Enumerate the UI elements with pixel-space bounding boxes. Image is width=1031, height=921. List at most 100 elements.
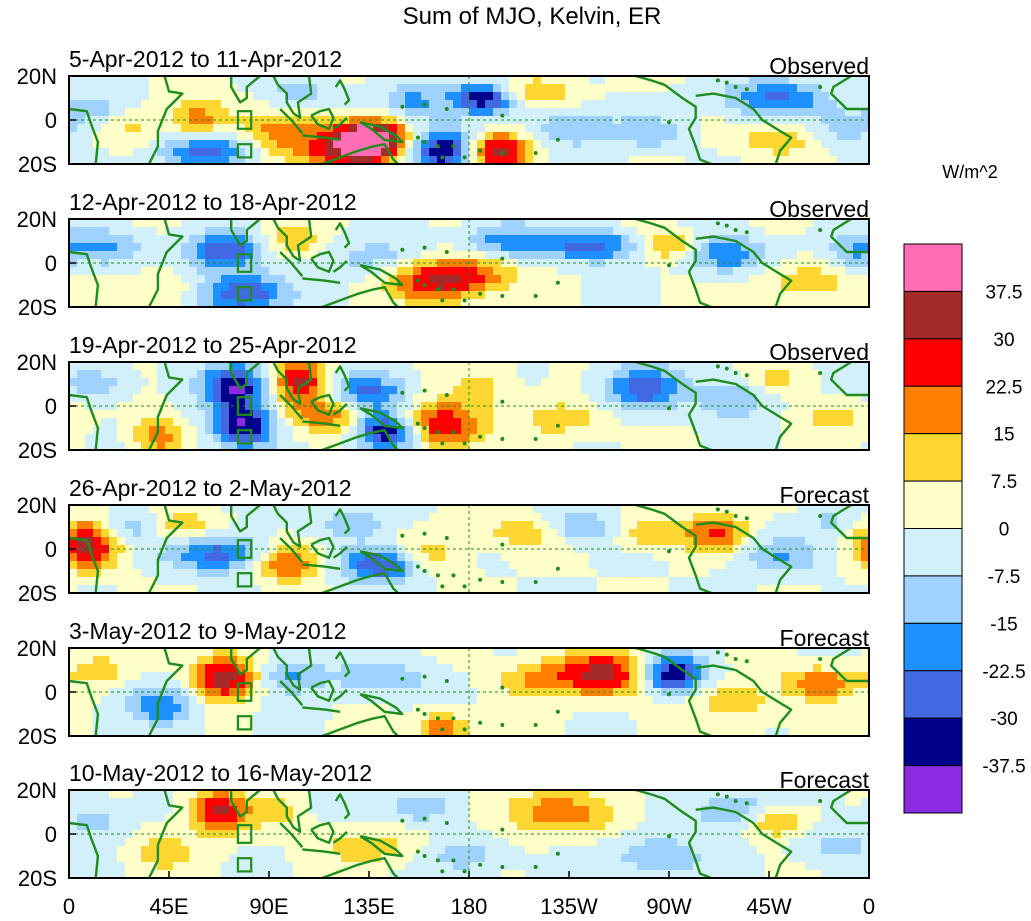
heatmap-cell [733,148,742,157]
heatmap-cell [757,124,766,133]
heatmap-cell [509,505,518,514]
heatmap-cell [373,529,382,538]
heatmap-cell [693,569,702,578]
heatmap-cell [317,370,326,379]
heatmap-cell [549,426,558,435]
heatmap-cell [461,283,470,292]
heatmap-cell [205,410,214,419]
heatmap-cell [557,275,566,284]
heatmap-cell [437,108,446,117]
heatmap-cell [573,283,582,292]
heatmap-cell [517,434,526,443]
heatmap-cell [805,148,814,157]
heatmap-cell [341,275,350,284]
heatmap-cell [733,283,742,292]
heatmap-cell [157,362,166,371]
heatmap-cell [269,124,278,133]
heatmap-cell [765,243,774,252]
heatmap-cell [501,92,510,101]
heatmap-cell [261,386,270,395]
heatmap-cell [421,426,430,435]
heatmap-cell [485,299,494,307]
heatmap-cell [389,370,398,379]
heatmap-cell [333,561,342,570]
heatmap-cell [517,370,526,379]
heatmap-cell [333,299,342,307]
heatmap-cell [541,577,550,586]
heatmap-cell [261,92,270,101]
heatmap-cell [837,370,846,379]
heatmap-cell [157,283,166,292]
heatmap-cell [181,561,190,570]
heatmap-cell [725,386,734,395]
heatmap-cell [429,577,438,586]
heatmap-cell [325,370,334,379]
heatmap-cell [477,505,486,514]
heatmap-cell [765,251,774,260]
heatmap-cell [173,156,182,164]
heatmap-cell [621,100,630,109]
heatmap-cell [229,156,238,164]
heatmap-cell [397,537,406,546]
heatmap-cell [85,418,94,427]
heatmap-cell [165,156,174,164]
heatmap-cell [477,227,486,236]
heatmap-cell [165,378,174,387]
heatmap-cell [421,434,430,443]
heatmap-cell [789,76,798,85]
heatmap-cell [613,561,622,570]
heatmap-cell [813,505,822,514]
heatmap-cell [149,696,158,705]
heatmap-cell [445,513,454,522]
heatmap-cell [237,442,246,450]
heatmap-cell [277,442,286,450]
heatmap-cell [533,362,542,371]
heatmap-cell [165,259,174,268]
heatmap-cell [525,92,534,101]
heatmap-cell [325,132,334,141]
heatmap-cell [557,124,566,133]
heatmap-cell [493,569,502,578]
heatmap-cell [189,132,198,141]
heatmap-cell [797,299,806,307]
heatmap-cell [813,370,822,379]
heatmap-cell [269,362,278,371]
heatmap-cell [293,712,302,721]
heatmap-cell [341,434,350,443]
heatmap-cell [717,251,726,260]
heatmap-cell [589,108,598,117]
heatmap-cell [133,386,142,395]
heatmap-cell [309,251,318,260]
heatmap-cell [237,720,246,729]
heatmap-cell [341,291,350,300]
heatmap-cell [661,275,670,284]
heatmap-cell [213,243,222,252]
heatmap-cell [141,291,150,300]
heatmap-cell [341,108,350,117]
heatmap-cell [837,513,846,522]
heatmap-cell [685,537,694,546]
heatmap-cell [581,426,590,435]
coastline [635,219,712,307]
heatmap-cell [493,299,502,307]
heatmap-cell [525,394,534,403]
heatmap-cell [629,267,638,276]
heatmap-cell [685,140,694,149]
heatmap-cell [821,219,830,228]
heatmap-cell [253,521,262,530]
island-dot [555,566,560,571]
heatmap-cell [245,299,254,307]
heatmap-cell [341,712,350,721]
heatmap-cell [557,299,566,307]
heatmap-cell [373,299,382,307]
heatmap-cell [741,521,750,530]
heatmap-cell [285,283,294,292]
coastline [272,505,313,548]
heatmap-cell [341,728,350,736]
heatmap-cell [645,124,654,133]
heatmap-cell [389,577,398,586]
heatmap-cell [565,442,574,450]
heatmap-cell [741,545,750,554]
heatmap-cell [189,386,198,395]
heatmap-cell [653,394,662,403]
